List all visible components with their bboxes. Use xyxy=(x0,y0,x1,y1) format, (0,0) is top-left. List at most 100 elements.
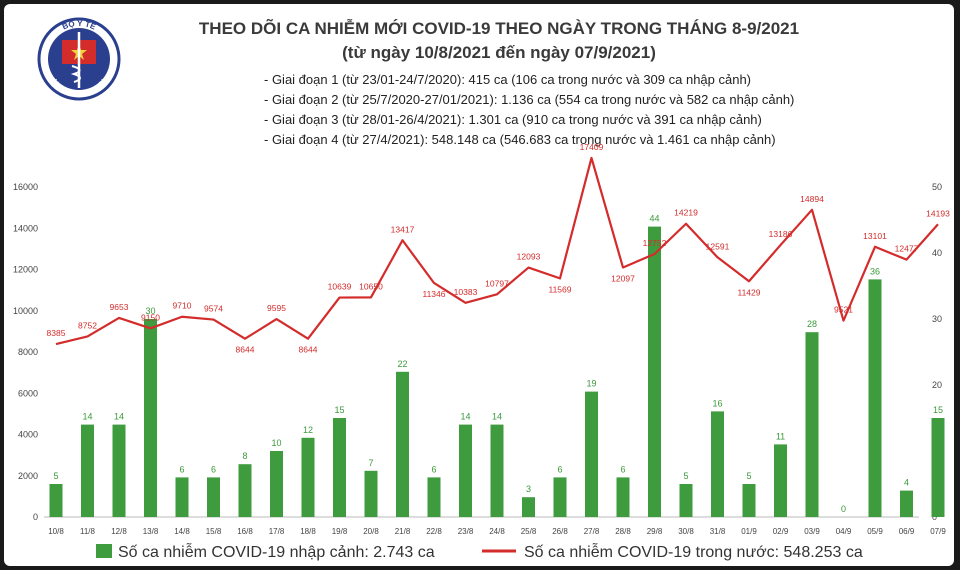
bar-20/8 xyxy=(364,470,378,517)
bar-value-label: 6 xyxy=(557,464,562,474)
bar-29/8 xyxy=(648,226,661,517)
left-axis-tick-label: 10000 xyxy=(13,306,38,316)
left-axis-tick-label: 2000 xyxy=(18,471,38,481)
bar-value-label: 6 xyxy=(620,464,625,474)
left-axis-tick-label: 14000 xyxy=(13,223,38,233)
right-axis-tick-label: 20 xyxy=(932,380,942,390)
line-value-label: 12097 xyxy=(611,273,635,283)
bar-18/8 xyxy=(301,437,315,517)
x-axis-tick-label: 18/8 xyxy=(300,527,316,536)
x-axis-tick-label: 19/8 xyxy=(332,527,348,536)
line-value-label: 13186 xyxy=(769,229,793,239)
line-value-label: 12752 xyxy=(643,238,667,248)
bar-value-label: 14 xyxy=(82,412,92,422)
chart-subtitle: (từ ngày 10/8/2021 đến ngày 07/9/2021) xyxy=(342,43,656,62)
x-axis-tick-label: 15/8 xyxy=(206,527,222,536)
line-value-label: 14219 xyxy=(674,208,698,218)
x-axis-tick-label: 05/9 xyxy=(867,527,883,536)
left-axis-tick-label: 6000 xyxy=(18,388,38,398)
x-axis-tick-label: 30/8 xyxy=(678,527,694,536)
x-axis-tick-label: 31/8 xyxy=(710,527,726,536)
bar-value-label: 5 xyxy=(53,471,58,481)
bar-value-label: 19 xyxy=(586,379,596,389)
line-value-label: 13101 xyxy=(863,231,887,241)
bar-value-label: 8 xyxy=(242,451,247,461)
x-axis-tick-label: 11/8 xyxy=(80,527,96,536)
bar-26/8 xyxy=(553,477,567,517)
bar-22/8 xyxy=(427,477,441,517)
bar-14/8 xyxy=(175,477,189,517)
right-axis-tick-label: 30 xyxy=(932,314,942,324)
x-axis-tick-label: 27/8 xyxy=(584,527,600,536)
left-axis-tick-label: 16000 xyxy=(13,182,38,192)
bar-30/8 xyxy=(679,484,693,517)
bar-27/8 xyxy=(585,391,598,517)
bar-value-label: 3 xyxy=(526,484,531,494)
x-axis-tick-label: 01/9 xyxy=(741,527,757,536)
line-value-label: 11569 xyxy=(548,284,571,294)
x-axis-tick-label: 24/8 xyxy=(489,527,505,536)
bar-value-label: 10 xyxy=(271,438,281,448)
bar-value-label: 36 xyxy=(870,266,880,276)
x-axis-tick-label: 21/8 xyxy=(395,527,411,536)
x-axis-tick-label: 13/8 xyxy=(143,527,159,536)
x-axis-tick-label: 28/8 xyxy=(615,527,631,536)
ministry-of-health-logo: BỘ Y TẾ MINISTRY OF HEALTH xyxy=(37,17,121,101)
bar-06/9 xyxy=(900,490,913,517)
x-axis-tick-label: 02/9 xyxy=(773,527,789,536)
line-value-label: 8385 xyxy=(47,328,66,338)
line-value-label: 8752 xyxy=(78,320,97,330)
bar-value-label: 4 xyxy=(904,478,909,488)
note-line-2: - Giai đoạn 2 (từ 25/7/2020-27/01/2021):… xyxy=(264,92,794,107)
bars-series-imported xyxy=(49,226,945,517)
bar-value-label: 14 xyxy=(492,412,502,422)
legend-bar-label: Số ca nhiễm COVID-19 nhập cảnh: 2.743 ca xyxy=(118,542,435,561)
bar-03/9 xyxy=(805,332,819,517)
bar-19/8 xyxy=(333,418,346,517)
logo-text-top: BỘ Y TẾ xyxy=(61,19,98,32)
left-axis-tick-label: 4000 xyxy=(18,430,38,440)
bar-value-label: 7 xyxy=(368,458,373,468)
x-axis-tick-label: 06/9 xyxy=(899,527,915,536)
left-axis-tick-label: 8000 xyxy=(18,347,38,357)
x-axis-tick-label: 17/8 xyxy=(269,527,285,536)
right-axis-tick-label: 40 xyxy=(932,248,942,258)
bar-value-label: 12 xyxy=(303,425,313,435)
x-axis-tick-label: 03/9 xyxy=(804,527,820,536)
x-axis-tick-label: 16/8 xyxy=(237,527,253,536)
bar-value-label: 15 xyxy=(334,405,344,415)
bar-value-label: 16 xyxy=(712,398,722,408)
line-value-label: 8644 xyxy=(299,345,318,355)
x-axis-tick-label: 14/8 xyxy=(174,527,190,536)
line-value-label: 9150 xyxy=(141,312,160,322)
bar-01/9 xyxy=(742,484,756,517)
bar-07/9 xyxy=(931,418,945,517)
line-value-label: 17409 xyxy=(580,142,604,152)
line-value-label: 14894 xyxy=(800,194,824,204)
line-series-domestic xyxy=(55,156,939,346)
x-axis-tick-label: 12/8 xyxy=(111,527,127,536)
line-value-label: 10650 xyxy=(359,281,383,291)
bar-value-label: 6 xyxy=(211,464,216,474)
bar-16/8 xyxy=(238,464,252,517)
bar-value-label: 6 xyxy=(431,464,436,474)
bar-13/8 xyxy=(144,319,157,517)
x-axis-tick-label: 23/8 xyxy=(458,527,474,536)
bar-10/8 xyxy=(49,484,63,517)
note-line-1: - Giai đoạn 1 (từ 23/01-24/7/2020): 415 … xyxy=(264,72,751,87)
line-value-label: 9595 xyxy=(267,303,286,313)
line-value-label: 12477 xyxy=(895,244,919,254)
bar-15/8 xyxy=(207,477,220,517)
note-line-4: - Giai đoạn 4 (từ 27/4/2021): 548.148 ca… xyxy=(264,132,776,147)
left-axis-tick-label: 0 xyxy=(33,512,38,522)
bar-value-label: 15 xyxy=(933,405,943,415)
line-value-label: 9574 xyxy=(204,304,223,314)
bar-value-label: 22 xyxy=(397,359,407,369)
bar-value-label: 11 xyxy=(776,431,785,441)
x-axis-tick-label: 26/8 xyxy=(552,527,568,536)
bar-24/8 xyxy=(490,424,504,517)
bar-25/8 xyxy=(522,497,535,517)
line-value-label: 8644 xyxy=(236,345,255,355)
line-value-label: 12591 xyxy=(706,241,730,251)
